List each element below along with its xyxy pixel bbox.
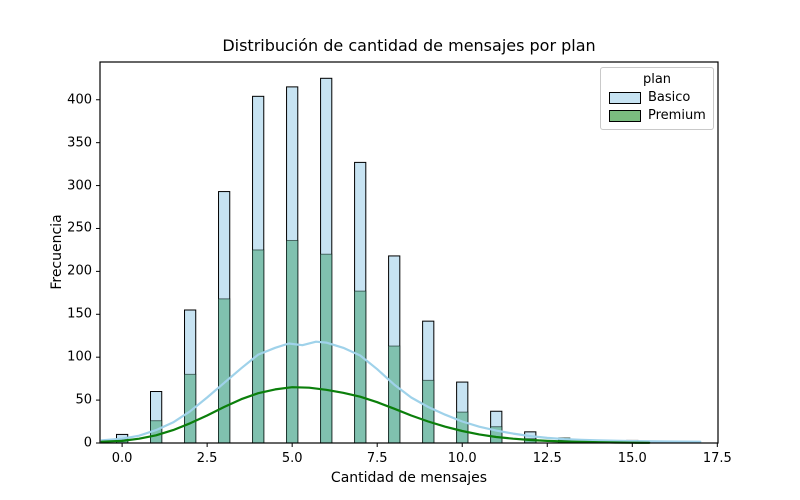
y-tick-label: 400 — [67, 92, 92, 108]
plot-border — [99, 61, 719, 444]
x-axis-label: Cantidad de mensajes — [330, 470, 488, 486]
chart-title: Distribución de cantidad de mensajes por… — [222, 36, 596, 55]
x-tick-label: 10.0 — [447, 451, 477, 466]
legend-item-premium: Premium — [609, 108, 706, 123]
kde-line-basico — [100, 340, 702, 443]
legend: plan Basico Premium — [600, 67, 714, 130]
y-tick-label: 350 — [67, 135, 92, 151]
y-tick-label: 50 — [75, 392, 92, 408]
bar-premium — [320, 253, 333, 444]
kde-line-premium — [100, 386, 651, 444]
legend-label-premium: Premium — [648, 108, 706, 123]
legend-title: plan — [642, 72, 672, 87]
y-tick-label: 150 — [67, 306, 92, 322]
legend-swatch-premium-icon — [609, 109, 641, 122]
x-tick-label: 2.5 — [196, 451, 218, 466]
x-tick-label: 15.0 — [617, 451, 647, 466]
x-tick-label: 12.5 — [532, 451, 562, 466]
legend-label-basico: Basico — [648, 90, 691, 105]
x-tick-label: 5.0 — [281, 451, 303, 466]
bar-premium — [252, 249, 265, 444]
y-tick-label: 0 — [83, 435, 92, 451]
x-tick-label: 7.5 — [366, 451, 388, 466]
legend-swatch-basico-icon — [609, 91, 641, 104]
legend-item-basico: Basico — [609, 90, 705, 105]
x-tick-label: 0.0 — [111, 451, 133, 466]
bar-premium — [422, 379, 435, 444]
bar-premium — [354, 290, 367, 444]
x-tick-label: 17.5 — [702, 451, 732, 466]
y-tick-label: 200 — [67, 263, 92, 279]
bar-premium — [388, 345, 401, 444]
bar-premium — [218, 298, 231, 444]
bar-premium — [286, 239, 299, 444]
y-tick-label: 100 — [67, 349, 92, 365]
y-tick-label: 250 — [67, 220, 92, 236]
y-tick-label: 300 — [67, 178, 92, 194]
bar-premium — [456, 411, 469, 444]
